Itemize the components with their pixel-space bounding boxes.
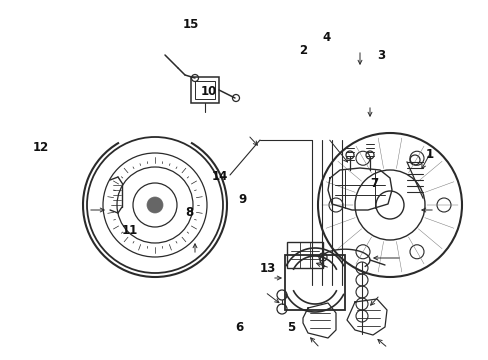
Text: 1: 1 bbox=[425, 148, 433, 161]
Text: 14: 14 bbox=[211, 170, 228, 183]
Bar bbox=[286, 242, 323, 268]
Text: 12: 12 bbox=[33, 141, 49, 154]
Text: 15: 15 bbox=[182, 18, 199, 31]
Text: 10: 10 bbox=[201, 85, 217, 98]
Text: 3: 3 bbox=[377, 49, 385, 62]
Bar bbox=[195, 81, 215, 99]
Text: 11: 11 bbox=[121, 224, 138, 237]
Text: 2: 2 bbox=[299, 44, 306, 57]
Text: 9: 9 bbox=[238, 193, 245, 206]
Circle shape bbox=[147, 197, 163, 213]
Text: 13: 13 bbox=[259, 262, 275, 275]
Bar bbox=[285, 255, 345, 310]
Text: 7: 7 bbox=[369, 177, 377, 190]
Bar bbox=[191, 77, 219, 103]
Text: 4: 4 bbox=[322, 31, 330, 44]
Text: 8: 8 bbox=[184, 206, 193, 219]
Text: 6: 6 bbox=[235, 321, 243, 334]
Text: 5: 5 bbox=[286, 321, 294, 334]
